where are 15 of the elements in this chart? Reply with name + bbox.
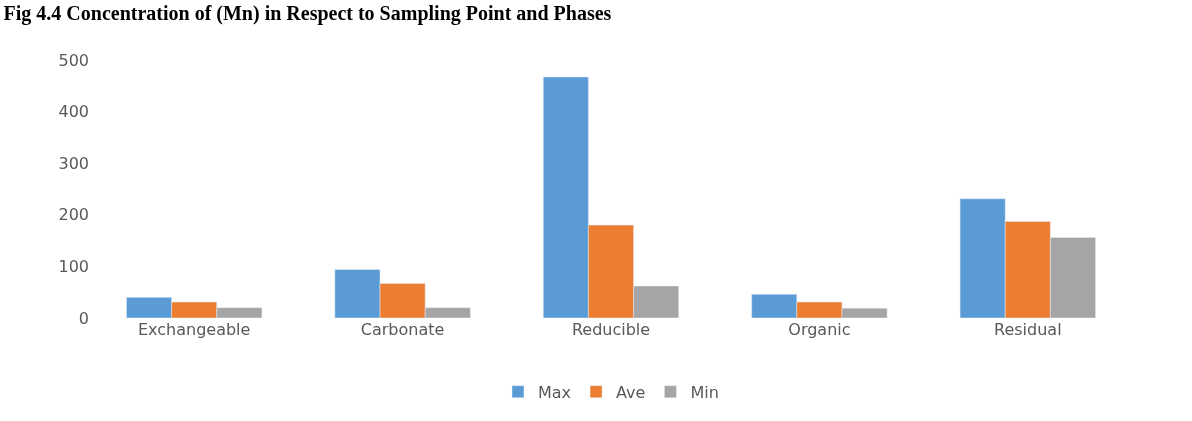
- x-tick-label: Carbonate: [360, 320, 445, 339]
- y-tick-label: 300: [58, 153, 89, 173]
- y-tick-label: 400: [58, 102, 89, 122]
- x-tick-label: Reducible: [571, 320, 651, 339]
- y-tick-label: 0: [78, 308, 89, 328]
- chart-title: Fig 4.4 Concentration of (Mn) in Respect to Sampling Point and Phases: [3, 2, 612, 26]
- x-tick-label: Residual: [994, 320, 1062, 339]
- x-tick-label: Exchangeable: [137, 320, 251, 339]
- x-tick-label: Organic: [788, 320, 851, 339]
- legend-label: Ave: [616, 382, 646, 402]
- y-tick-label: 500: [58, 50, 89, 70]
- legend-label: Min: [690, 382, 719, 402]
- y-tick-label: 100: [58, 257, 89, 276]
- legend-label: Max: [538, 382, 572, 402]
- y-tick-label: 200: [58, 205, 89, 225]
